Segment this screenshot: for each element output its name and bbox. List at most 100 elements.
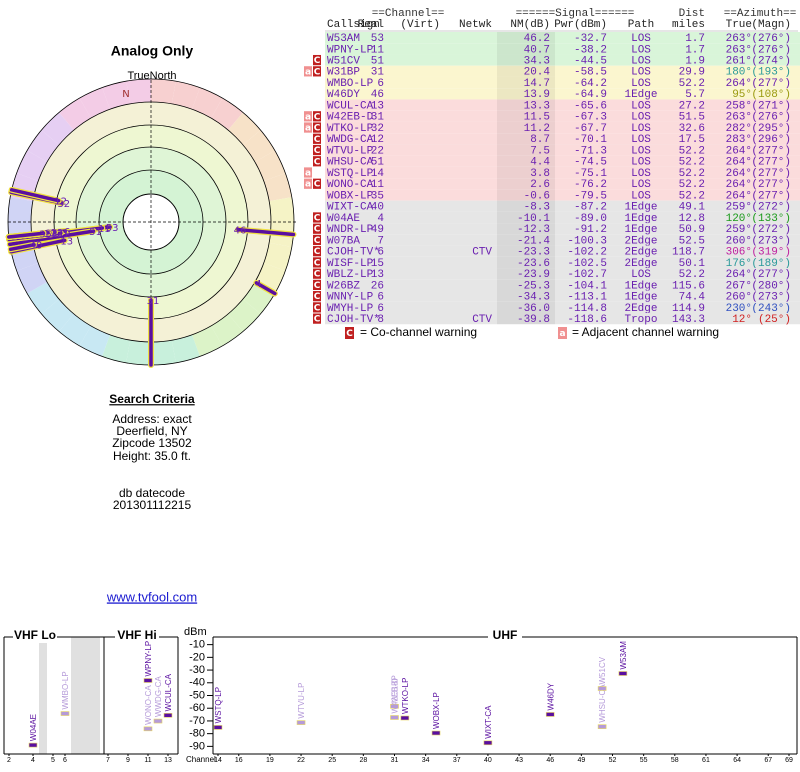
cell-magn: (277°) xyxy=(751,168,791,180)
cell-real: 51 xyxy=(371,56,385,68)
adjacent-badge xyxy=(558,327,567,339)
cell-real: 6 xyxy=(377,78,384,90)
row-background xyxy=(325,268,800,280)
cell-callsign: W07BA xyxy=(327,235,360,247)
cell-dist: 12.8 xyxy=(679,213,705,225)
x-tick-label: 52 xyxy=(609,757,617,764)
cell-nm: -0.6 xyxy=(524,190,550,202)
nm-column-shade xyxy=(497,155,555,167)
cell-magn: (319°) xyxy=(751,247,791,259)
cell-real: 46 xyxy=(371,89,384,101)
badge-text: C xyxy=(314,112,321,122)
cell-pwr: -91.2 xyxy=(574,224,607,236)
badge-text: C xyxy=(314,258,321,268)
station-bar xyxy=(28,742,38,748)
row-background xyxy=(325,43,800,55)
cell-pwr: -75.1 xyxy=(574,168,607,180)
cell-callsign: WWDG-CA xyxy=(327,134,374,146)
co-channel-badge xyxy=(313,257,321,268)
station-bar xyxy=(143,726,153,732)
row-background xyxy=(325,88,800,100)
x-tick-label: 22 xyxy=(297,757,305,764)
x-tick-label: 25 xyxy=(328,757,336,764)
cell-real: 49 xyxy=(371,224,384,236)
search-line: Zipcode 13502 xyxy=(112,436,192,450)
cell-nm: 8.7 xyxy=(530,134,550,146)
row-background xyxy=(325,99,800,111)
station-bar xyxy=(545,712,555,717)
cell-true: 264° xyxy=(726,190,752,202)
cell-dist: 52.5 xyxy=(679,235,705,247)
row-background xyxy=(325,211,800,224)
panel-title: VHF Lo xyxy=(14,628,56,642)
cell-callsign: WBLZ-LP xyxy=(327,269,374,281)
cell-nm: 13.9 xyxy=(524,89,550,101)
station-label: 4 xyxy=(255,279,261,290)
x-tick-label: 2 xyxy=(7,757,11,764)
panel-title-bg xyxy=(488,630,522,643)
cell-dist: 52.2 xyxy=(679,190,705,202)
row-background xyxy=(325,166,800,179)
column-header: Pwr(dBm) xyxy=(554,19,607,31)
cell-dist: 52.2 xyxy=(679,145,705,157)
cell-true: 95° xyxy=(732,89,752,101)
cell-magn: (276°) xyxy=(751,112,791,124)
cell-true: 267° xyxy=(726,280,752,292)
station-label: 51 xyxy=(89,227,102,238)
cell-callsign: W46DY xyxy=(327,89,360,101)
cell-dist: 74.4 xyxy=(679,292,706,304)
cell-true: 260° xyxy=(726,292,752,304)
cell-callsign: WSTQ-LP xyxy=(327,168,374,180)
cell-callsign: WMYH-LP xyxy=(327,303,374,315)
station-name: WMBO-LP xyxy=(61,671,70,709)
row-background xyxy=(325,65,800,77)
co-channel-badge xyxy=(313,268,321,279)
station-label: 31 xyxy=(147,296,160,307)
nm-column-shade xyxy=(497,133,555,145)
cell-callsign: WISF-LP xyxy=(327,258,374,270)
cell-true: 283° xyxy=(726,134,752,146)
cell-nm: -23.3 xyxy=(517,247,550,259)
badge-text: a xyxy=(305,180,311,190)
cell-pwr: -102.7 xyxy=(567,269,607,281)
cell-nm: 13.3 xyxy=(524,100,550,112)
cell-real: 31 xyxy=(371,112,385,124)
badge-text: C xyxy=(314,315,321,325)
cell-magn: (243°) xyxy=(751,303,791,315)
cell-dist: 52.2 xyxy=(679,157,705,169)
search-line: Address: exact xyxy=(112,412,192,426)
x-tick-label: 46 xyxy=(546,757,554,764)
legend-text: = Adjacent channel warning xyxy=(572,325,719,339)
cell-pwr: -104.1 xyxy=(567,280,607,292)
cell-true: 259° xyxy=(726,224,752,236)
gap-band xyxy=(39,637,47,754)
nm-column-shade xyxy=(497,178,555,190)
datecode-label: db datecode xyxy=(119,486,185,500)
adjacent-badge xyxy=(304,178,312,189)
nm-column-shade xyxy=(497,290,555,302)
cell-nm: 20.4 xyxy=(524,67,551,79)
station-label: 53 xyxy=(106,223,119,234)
x-tick-label: 14 xyxy=(214,757,222,764)
row-background xyxy=(325,178,800,190)
station-marker xyxy=(9,188,61,203)
x-tick-label: 43 xyxy=(515,757,523,764)
cell-magn: (277°) xyxy=(751,145,791,157)
y-tick-label: -60 xyxy=(189,702,205,714)
cell-pwr: -118.6 xyxy=(567,314,607,326)
cell-true: 264° xyxy=(726,269,752,281)
cell-pwr: -65.6 xyxy=(574,100,607,112)
cell-path: LOS xyxy=(631,134,651,146)
panel-title-bg xyxy=(115,630,159,643)
station-label: 14 xyxy=(45,229,58,240)
cell-nm: 14.7 xyxy=(524,78,550,90)
cell-true: 282° xyxy=(726,123,752,135)
cell-magn: (280°) xyxy=(751,280,791,292)
cell-callsign: WOBX-LP xyxy=(327,190,374,202)
badge-text: C xyxy=(346,329,353,339)
cell-path: LOS xyxy=(631,56,651,68)
cell-true: 180° xyxy=(726,67,752,79)
tvfool-link[interactable]: www.tvfool.com xyxy=(106,589,197,604)
badge-text: C xyxy=(314,146,321,156)
cell-callsign: W26BZ xyxy=(327,280,360,292)
